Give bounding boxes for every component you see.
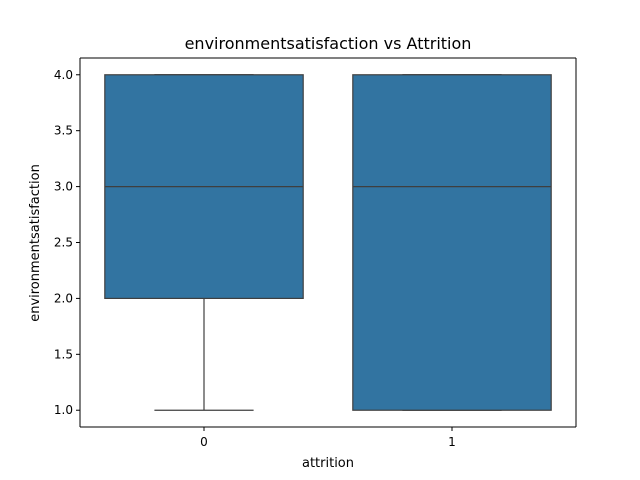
x-tick-label: 1 — [448, 435, 456, 449]
plot-area: 1.0 1.5 2.0 2.5 3.0 3.5 4.0 0 1 — [54, 57, 577, 449]
y-tick-label: 3.0 — [54, 180, 73, 194]
chart-title: environmentsatisfaction vs Attrition — [185, 34, 472, 53]
y-tick-label: 1.0 — [54, 403, 73, 417]
x-axis-label: attrition — [302, 456, 354, 471]
y-tick-label: 4.0 — [54, 68, 73, 82]
box-1 — [352, 74, 552, 411]
y-axis-label: environmentsatisfaction — [28, 164, 43, 322]
y-tick-label: 2.0 — [54, 291, 73, 305]
y-tick-label: 1.5 — [54, 347, 73, 361]
x-tick-label: 0 — [200, 435, 208, 449]
y-tick-label: 3.5 — [54, 124, 73, 138]
y-tick-label: 2.5 — [54, 236, 73, 250]
